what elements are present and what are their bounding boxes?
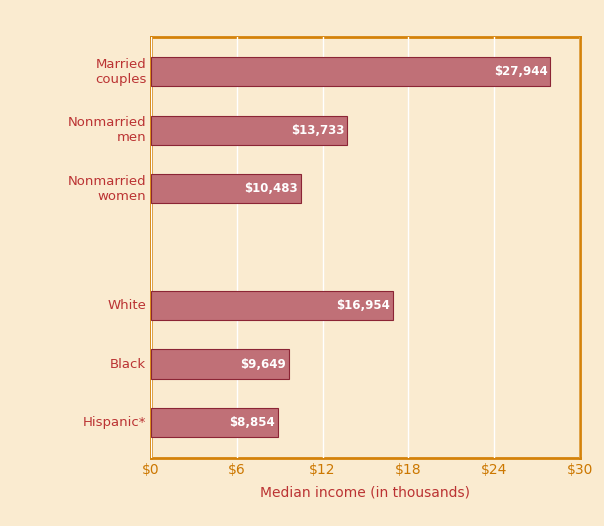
- Bar: [151, 291, 393, 320]
- Bar: [151, 408, 278, 437]
- Text: $16,954: $16,954: [336, 299, 391, 312]
- Text: $27,944: $27,944: [494, 65, 548, 78]
- X-axis label: Median income (in thousands): Median income (in thousands): [260, 485, 471, 500]
- Bar: [151, 116, 347, 145]
- Bar: [151, 349, 289, 379]
- Bar: [151, 174, 301, 204]
- Text: $8,854: $8,854: [229, 416, 275, 429]
- Text: $13,733: $13,733: [291, 124, 344, 137]
- Text: $9,649: $9,649: [240, 358, 286, 371]
- Bar: [151, 57, 550, 86]
- Text: $10,483: $10,483: [245, 183, 298, 195]
